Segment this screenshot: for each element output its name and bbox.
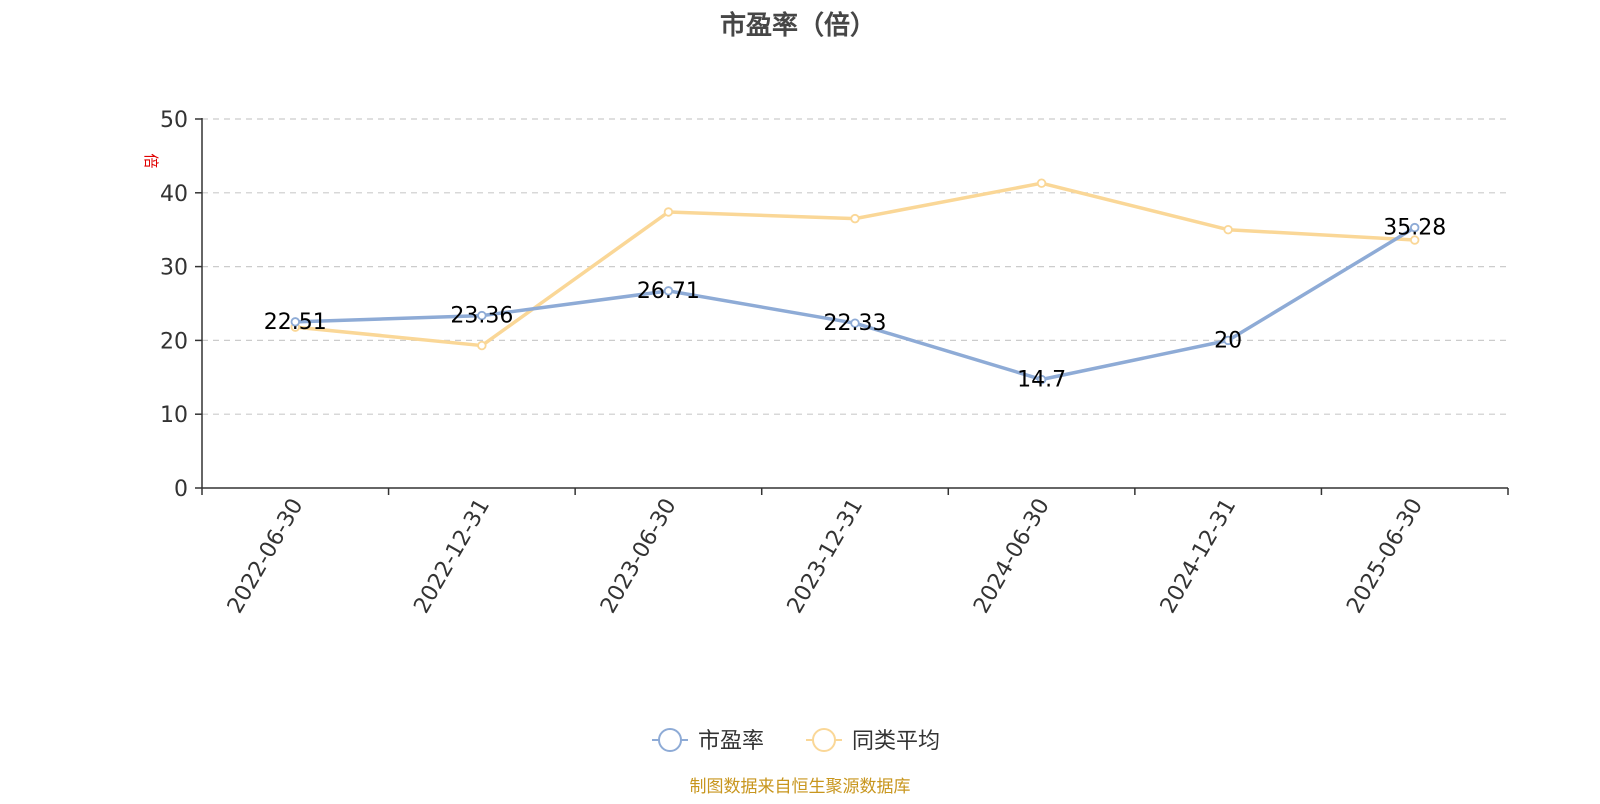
gridlines <box>202 118 1508 415</box>
series-point-同类平均-2024-06-30[interactable] <box>1036 178 1047 188</box>
legend[interactable]: 市盈率 同类平均 <box>652 728 940 754</box>
legend-label-市盈率: 市盈率 <box>698 729 764 754</box>
series-point-同类平均-2023-12-31[interactable] <box>850 213 860 224</box>
y-tick-label-20: 20 <box>160 329 188 354</box>
data-label-2025-06-30: 35.28 <box>1383 216 1446 241</box>
x-tick-label-2025-06-30: 2025-06-30 <box>1342 495 1428 618</box>
chart-title: 市盈率（倍） <box>720 10 876 41</box>
series-point-市盈率-2023-12-31[interactable] <box>850 318 860 328</box>
legend-marker-市盈率 <box>658 728 682 752</box>
data-label-2022-12-31: 23.36 <box>450 304 513 329</box>
data-labels: 22.51 23.36 26.71 22.33 14.7 20 35.28 <box>264 216 1446 393</box>
legend-marker-同类平均 <box>812 728 836 752</box>
series-point-市盈率-2024-06-30[interactable] <box>1036 374 1047 385</box>
series-point-市盈率-2022-06-30[interactable] <box>290 317 300 327</box>
x-tick-label-2024-12-31: 2024-12-31 <box>1156 495 1242 618</box>
source-note: 制图数据来自恒生聚源数据库 <box>690 777 911 797</box>
y-tick-label-30: 30 <box>160 256 188 281</box>
series-layer <box>290 178 1420 385</box>
data-label-2023-12-31: 22.33 <box>824 311 887 336</box>
series-point-市盈率-2023-06-30[interactable] <box>663 286 674 296</box>
data-label-2023-06-30: 26.71 <box>637 279 700 304</box>
axes: 0 10 20 30 40 50 倍 2022-06-30 2022-12-31 2023-06-… <box>142 108 1509 618</box>
legend-item-同类平均[interactable]: 同类平均 <box>806 728 940 754</box>
series-point-市盈率-2024-12-31[interactable] <box>1223 335 1233 346</box>
series-point-同类平均-2023-06-30[interactable] <box>663 207 674 217</box>
y-tick-label-10: 10 <box>160 403 188 428</box>
data-label-2024-12-31: 20 <box>1214 328 1242 353</box>
series-point-同类平均-2025-06-30[interactable] <box>1410 235 1420 245</box>
series-point-市盈率-2025-06-30[interactable] <box>1410 222 1420 233</box>
legend-label-同类平均: 同类平均 <box>852 729 940 754</box>
y-tick-label-0: 0 <box>174 477 188 502</box>
y-tick-label-40: 40 <box>160 182 188 207</box>
x-tick-label-2022-06-30: 2022-06-30 <box>223 495 309 618</box>
series-point-市盈率-2022-12-31[interactable] <box>477 310 487 321</box>
x-tick-label-2023-12-31: 2023-12-31 <box>783 495 869 618</box>
data-label-2024-06-30: 14.7 <box>1017 368 1066 393</box>
x-tick-label-2022-12-31: 2022-12-31 <box>409 495 495 618</box>
y-axis-unit-label: 倍 <box>142 153 160 168</box>
x-tick-label-2023-06-30: 2023-06-30 <box>596 495 682 618</box>
series-point-同类平均-2022-12-31[interactable] <box>477 340 487 351</box>
y-tick-label-50: 50 <box>160 108 188 133</box>
x-tick-label-2024-06-30: 2024-06-30 <box>969 495 1055 618</box>
series-point-同类平均-2024-12-31[interactable] <box>1223 224 1233 235</box>
legend-item-市盈率[interactable]: 市盈率 <box>652 728 764 754</box>
data-label-2022-06-30: 22.51 <box>264 310 327 335</box>
